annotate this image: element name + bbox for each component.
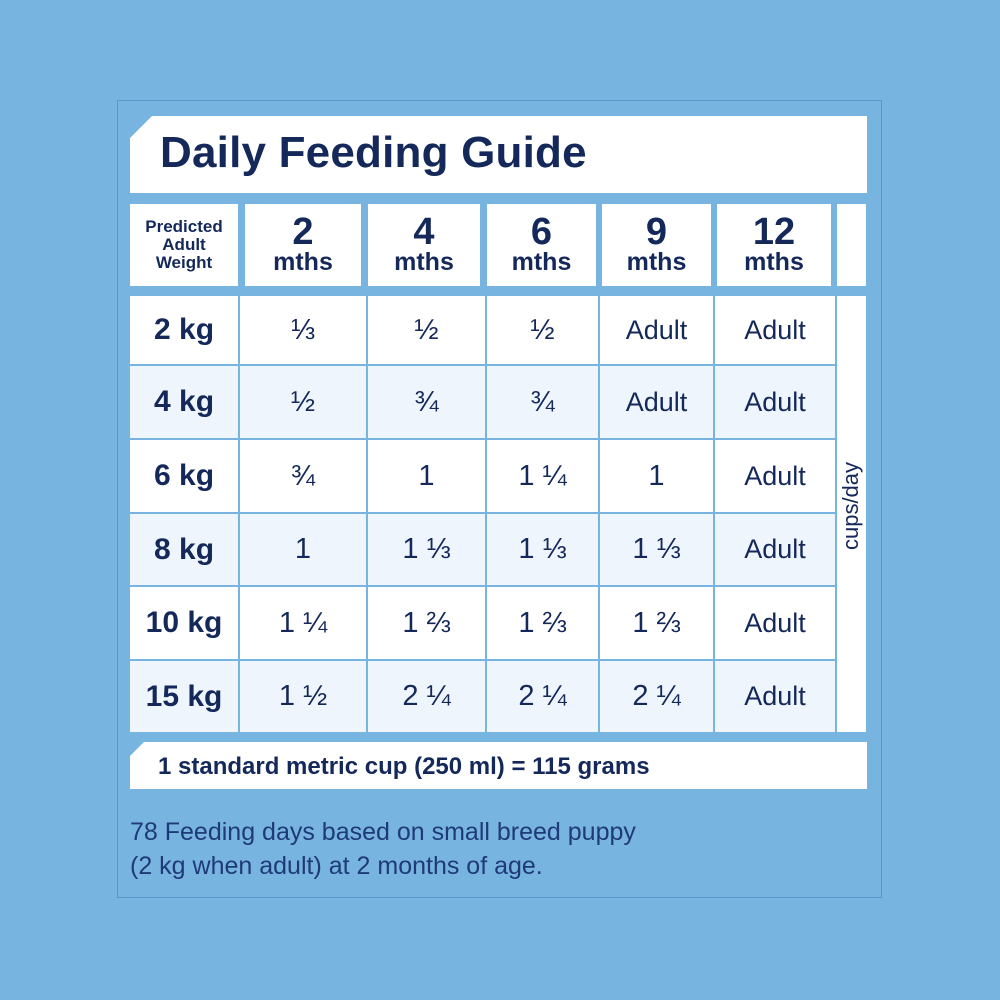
row-weight-label: 4 kg	[130, 366, 238, 438]
header-col-4: 4 mths	[368, 204, 480, 286]
unit-label: cups/day	[838, 461, 863, 551]
header-col-number: 6	[530, 211, 553, 253]
header-weight-line: Predicted	[145, 217, 223, 236]
table-cell: ¾	[487, 366, 598, 438]
header-weight-line: Adult	[162, 235, 206, 254]
header-col-9: 9 mths	[602, 204, 711, 286]
table-cell: Adult	[715, 661, 835, 732]
table-cell: 1 ⅓	[368, 514, 485, 585]
note-line: (2 kg when adult) at 2 months of age.	[130, 852, 543, 880]
table-cell: 2 ¼	[487, 661, 598, 732]
table-cell: 1 ⅔	[600, 587, 713, 659]
table-cell: 2 ¼	[600, 661, 713, 732]
table-cell: 1 ⅓	[600, 514, 713, 585]
header-col-unit: mths	[273, 248, 333, 276]
note-line: 78 Feeding days based on small breed pup…	[130, 818, 636, 846]
header-col-number: 9	[645, 211, 668, 253]
table-cell: 2 ¼	[368, 661, 485, 732]
table-cell: ½	[487, 296, 598, 364]
header-col-unit: mths	[744, 248, 804, 276]
table-cell: 1	[368, 440, 485, 512]
table-cell: Adult	[715, 366, 835, 438]
table-cell: ¾	[368, 366, 485, 438]
table-cell: ½	[240, 366, 366, 438]
header-col-unit: mths	[626, 248, 687, 276]
table-cell: 1	[600, 440, 713, 512]
page-title: Daily Feeding Guide	[160, 128, 587, 177]
header-col-2: 2 mths	[245, 204, 361, 286]
table-cell: ½	[368, 296, 485, 364]
header-weight-cell: Predicted Adult Weight	[130, 204, 238, 286]
header-col-unit: mths	[511, 248, 572, 276]
table-cell: 1	[240, 514, 366, 585]
table-cell: 1 ⅔	[487, 587, 598, 659]
row-weight-label: 10 kg	[130, 587, 238, 659]
header-col-6: 6 mths	[487, 204, 596, 286]
header-spacer	[837, 204, 866, 286]
table-cell: ⅓	[240, 296, 366, 364]
table-cell: 1 ⅓	[487, 514, 598, 585]
row-weight-label: 15 kg	[130, 661, 238, 732]
header-col-12: 12 mths	[717, 204, 831, 286]
table-cell: Adult	[715, 587, 835, 659]
unit-column	[837, 296, 866, 732]
table-cell: Adult	[715, 514, 835, 585]
title-bar	[130, 116, 867, 193]
row-weight-label: 6 kg	[130, 440, 238, 512]
header-weight-line: Weight	[155, 253, 213, 272]
header-col-number: 2	[292, 211, 314, 253]
table-cell: 1 ¼	[240, 587, 366, 659]
table-cell: Adult	[600, 296, 713, 364]
row-weight-label: 8 kg	[130, 514, 238, 585]
footer-bar	[130, 742, 867, 789]
table-cell: Adult	[715, 296, 835, 364]
row-weight-label: 2 kg	[130, 296, 238, 364]
cup-conversion-note: 1 standard metric cup (250 ml) = 115 gra…	[158, 753, 650, 780]
header-col-unit: mths	[394, 248, 454, 276]
table-cell: 1 ⅔	[368, 587, 485, 659]
table-cell: Adult	[715, 440, 835, 512]
table-cell: ¾	[240, 440, 366, 512]
table-cell: 1 ¼	[487, 440, 598, 512]
table-cell: 1 ½	[240, 661, 366, 732]
header-col-number: 4	[413, 211, 435, 253]
feeding-days-note: 78 Feeding days based on small breed pup…	[130, 815, 850, 883]
header-col-number: 12	[752, 211, 796, 253]
table-cell: Adult	[600, 366, 713, 438]
